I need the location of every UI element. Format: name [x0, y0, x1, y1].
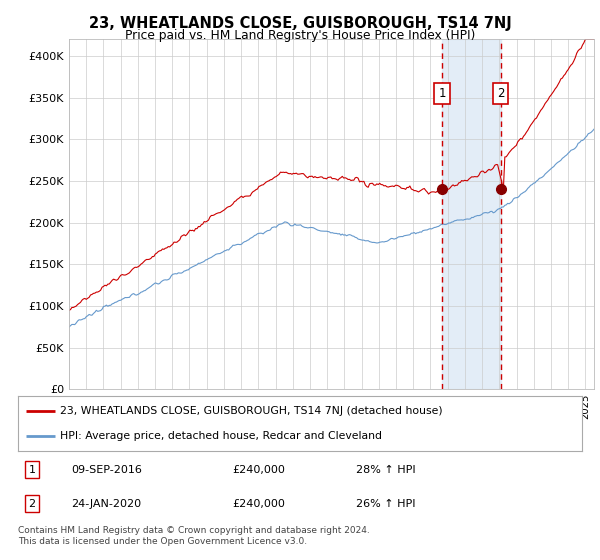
- Text: 26% ↑ HPI: 26% ↑ HPI: [356, 499, 416, 509]
- Text: 2: 2: [497, 87, 504, 100]
- Text: £240,000: £240,000: [232, 465, 285, 475]
- Text: 28% ↑ HPI: 28% ↑ HPI: [356, 465, 416, 475]
- Text: Contains HM Land Registry data © Crown copyright and database right 2024.
This d: Contains HM Land Registry data © Crown c…: [18, 526, 370, 546]
- Text: 24-JAN-2020: 24-JAN-2020: [71, 499, 142, 509]
- Text: 23, WHEATLANDS CLOSE, GUISBOROUGH, TS14 7NJ: 23, WHEATLANDS CLOSE, GUISBOROUGH, TS14 …: [89, 16, 511, 31]
- Text: HPI: Average price, detached house, Redcar and Cleveland: HPI: Average price, detached house, Redc…: [60, 431, 382, 441]
- Text: 2: 2: [29, 499, 35, 509]
- Text: £240,000: £240,000: [232, 499, 285, 509]
- Text: Price paid vs. HM Land Registry's House Price Index (HPI): Price paid vs. HM Land Registry's House …: [125, 29, 475, 42]
- Text: 23, WHEATLANDS CLOSE, GUISBOROUGH, TS14 7NJ (detached house): 23, WHEATLANDS CLOSE, GUISBOROUGH, TS14 …: [60, 406, 443, 416]
- Bar: [442, 39, 500, 389]
- Text: 1: 1: [29, 465, 35, 475]
- Text: 1: 1: [439, 87, 446, 100]
- Text: 09-SEP-2016: 09-SEP-2016: [71, 465, 142, 475]
